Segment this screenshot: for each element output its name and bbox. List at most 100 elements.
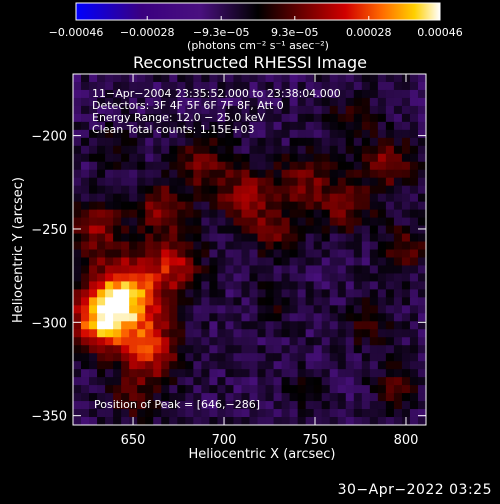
heatmap-cell <box>73 89 82 99</box>
heatmap-cell <box>329 361 339 370</box>
heatmap-cell <box>201 105 210 115</box>
heatmap-cell <box>409 337 419 346</box>
heatmap-cell <box>177 249 186 259</box>
heatmap-cell <box>369 105 379 115</box>
heatmap-cell <box>121 409 130 418</box>
heatmap-cell <box>241 329 251 338</box>
heatmap-cell <box>73 361 82 370</box>
heatmap-cell <box>145 321 154 330</box>
heatmap-cell <box>225 201 235 211</box>
heatmap-cell <box>89 273 98 283</box>
heatmap-cell <box>241 393 251 402</box>
heatmap-cell <box>417 201 426 211</box>
heatmap-cell <box>417 289 426 298</box>
heatmap-cell <box>281 329 291 338</box>
heatmap-cell <box>401 313 411 322</box>
heatmap-cell <box>177 225 186 235</box>
heatmap-cell <box>385 369 395 378</box>
heatmap-cell <box>185 105 194 115</box>
heatmap-cell <box>193 265 202 275</box>
heatmap-cell <box>313 153 323 163</box>
heatmap-cell <box>361 225 371 235</box>
heatmap-cell <box>185 217 194 227</box>
heatmap-cell <box>409 409 419 418</box>
heatmap-cell <box>161 305 170 314</box>
heatmap-cell <box>153 89 162 99</box>
heatmap-cell <box>401 329 411 338</box>
heatmap-cell <box>105 177 114 187</box>
heatmap-cell <box>113 145 122 155</box>
heatmap-cell <box>353 289 363 298</box>
heatmap-cell <box>401 153 411 163</box>
heatmap-cell <box>89 345 98 354</box>
heatmap-cell <box>129 321 138 330</box>
heatmap-cell <box>89 297 98 306</box>
heatmap-cell <box>385 185 395 195</box>
heatmap-cell <box>177 313 186 322</box>
heatmap-cell <box>265 369 275 378</box>
heatmap-cell <box>129 361 138 370</box>
heatmap-cell <box>153 81 162 91</box>
heatmap-cell <box>273 105 283 115</box>
heatmap-cell <box>393 385 403 394</box>
heatmap-cell <box>305 121 315 131</box>
heatmap-cell <box>305 393 315 402</box>
heatmap-cell <box>177 273 186 283</box>
heatmap-cell <box>337 89 347 99</box>
heatmap-cell <box>417 81 426 91</box>
heatmap-cell <box>257 161 267 171</box>
heatmap-cell <box>305 105 315 115</box>
heatmap-cell <box>81 169 90 179</box>
heatmap-cell <box>417 369 426 378</box>
heatmap-cell <box>313 353 323 362</box>
annotation-time-range: 11−Apr−2004 23:35:52.000 to 23:38:04.000 <box>92 87 341 100</box>
heatmap-cell <box>241 289 251 298</box>
heatmap-cell <box>249 113 259 123</box>
heatmap-cell <box>121 81 130 91</box>
heatmap-cell <box>209 265 219 275</box>
heatmap-cell <box>313 257 323 267</box>
heatmap-cell <box>313 361 323 370</box>
heatmap-cell <box>185 337 194 346</box>
heatmap-cell <box>353 273 363 283</box>
heatmap-cell <box>153 313 162 322</box>
heatmap-cell <box>121 74 130 83</box>
heatmap-cell <box>217 257 227 267</box>
heatmap-cell <box>225 217 235 227</box>
heatmap-cell <box>257 137 267 147</box>
y-tick-label: −250 <box>31 223 67 238</box>
heatmap-cell <box>169 417 178 425</box>
heatmap-cell <box>161 105 170 115</box>
heatmap-cell <box>305 217 315 227</box>
heatmap-cell <box>353 393 363 402</box>
heatmap-cell <box>89 265 98 275</box>
heatmap-cell <box>297 305 307 314</box>
heatmap-cell <box>137 281 146 290</box>
heatmap-cell <box>185 353 194 362</box>
heatmap-cell <box>145 409 154 418</box>
heatmap-cell <box>177 81 186 91</box>
heatmap-cell <box>409 97 419 107</box>
heatmap-cell <box>385 321 395 330</box>
heatmap-cell <box>161 113 170 123</box>
heatmap-cell <box>265 74 275 83</box>
heatmap-cell <box>281 169 291 179</box>
heatmap-cell <box>201 353 210 362</box>
heatmap-cell <box>209 121 219 131</box>
heatmap-cell <box>417 145 426 155</box>
heatmap-cell <box>385 345 395 354</box>
heatmap-cell <box>353 81 363 91</box>
heatmap-cell <box>105 169 114 179</box>
heatmap-cell <box>201 209 210 219</box>
heatmap-cell <box>129 97 138 107</box>
heatmap-cell <box>417 313 426 322</box>
heatmap-cell <box>121 417 130 425</box>
heatmap-cell <box>233 345 243 354</box>
heatmap-cell <box>129 329 138 338</box>
heatmap-cell <box>257 97 267 107</box>
heatmap-cell <box>161 161 170 171</box>
heatmap-cell <box>209 393 219 402</box>
heatmap-cell <box>337 305 347 314</box>
heatmap-cell <box>241 257 251 267</box>
heatmap-cell <box>353 225 363 235</box>
